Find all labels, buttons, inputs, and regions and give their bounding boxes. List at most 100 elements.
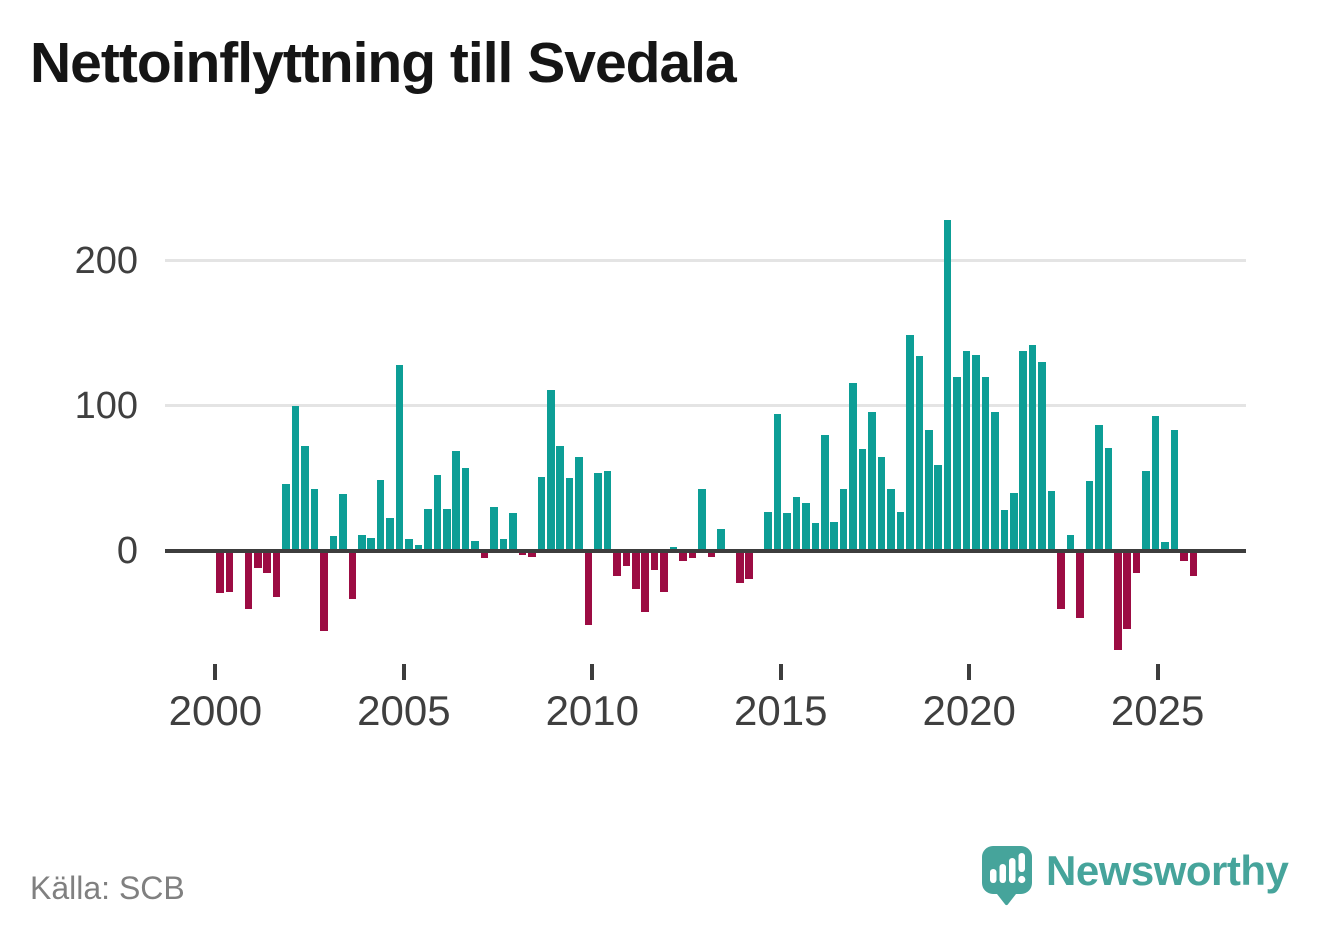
- bar-2025-Q1: [1161, 542, 1169, 551]
- x-tick-2020: [967, 664, 972, 680]
- bar-2019-Q4: [962, 350, 971, 551]
- icon-bar-3: [1009, 858, 1016, 883]
- bar-2017-Q2: [868, 411, 876, 551]
- bar-2004-Q3: [386, 517, 394, 551]
- bar-2018-Q1: [896, 511, 905, 551]
- bar-2009-Q4: [584, 551, 593, 626]
- bar-2006-Q1: [443, 508, 451, 551]
- bar-2003-Q3: [348, 551, 357, 599]
- bar-2004-Q2: [376, 479, 385, 551]
- bar-2015-Q3: [802, 503, 810, 551]
- bar-2006-Q4: [471, 540, 479, 551]
- newsworthy-logo: Newsworthy: [981, 845, 1289, 907]
- bar-2023-Q2: [1095, 424, 1103, 551]
- bar-2021-Q3: [1028, 344, 1037, 551]
- bar-2007-Q4: [509, 513, 517, 551]
- source-label: Källa: SCB: [30, 870, 185, 906]
- bar-2003-Q2: [339, 494, 347, 551]
- bar-2009-Q3: [575, 456, 583, 551]
- bar-2017-Q3: [877, 456, 886, 551]
- bar-2012-Q3: [688, 551, 697, 559]
- bar-2023-Q4: [1113, 551, 1122, 650]
- bar-2002-Q3: [310, 488, 319, 551]
- bar-2023-Q1: [1085, 481, 1094, 551]
- bar-2023-Q3: [1104, 447, 1113, 551]
- newsworthy-wordmark: Newsworthy: [1046, 847, 1289, 894]
- bar-2018-Q3: [915, 356, 924, 551]
- bar-2024-Q1: [1123, 551, 1131, 630]
- bar-2008-Q1: [518, 551, 527, 556]
- bar-2000-Q2: [225, 551, 234, 592]
- bar-2005-Q3: [424, 508, 432, 551]
- y-axis-label-0: 0: [116, 530, 138, 572]
- bar-2020-Q4: [1000, 510, 1009, 551]
- y-axis-label-200: 200: [74, 239, 138, 282]
- bar-2020-Q3: [991, 411, 999, 551]
- bar-2002-Q2: [301, 446, 309, 551]
- bar-2001-Q2: [263, 551, 272, 573]
- x-axis-label-2025: 2025: [1110, 687, 1205, 734]
- bar-2007-Q2: [490, 507, 498, 551]
- x-tick-2005: [401, 664, 406, 680]
- bar-2014-Q4: [773, 414, 782, 551]
- bar-2025-Q4: [1189, 551, 1198, 576]
- bar-2021-Q4: [1038, 362, 1046, 551]
- bar-2024-Q4: [1151, 415, 1160, 551]
- bar-2003-Q1: [329, 536, 338, 551]
- bar-2002-Q1: [291, 405, 300, 551]
- bar-2016-Q2: [830, 521, 839, 551]
- bar-2006-Q3: [461, 468, 470, 551]
- icon-bar-2: [999, 864, 1006, 883]
- bar-2024-Q3: [1142, 471, 1150, 551]
- bar-2022-Q1: [1047, 491, 1056, 551]
- bar-2007-Q3: [499, 539, 508, 551]
- bar-2016-Q3: [839, 488, 848, 551]
- bar-2021-Q1: [1010, 492, 1018, 551]
- icon-exclamation-dot: [1018, 875, 1026, 884]
- x-axis-label-2010: 2010: [545, 687, 640, 734]
- bar-2024-Q2: [1132, 551, 1141, 573]
- bar-2015-Q4: [811, 523, 820, 551]
- x-axis-line: [165, 549, 1246, 553]
- bar-2012-Q2: [679, 551, 687, 562]
- bar-2013-Q2: [717, 529, 725, 551]
- bar-2014-Q3: [764, 511, 772, 551]
- gridline-200: [165, 259, 1246, 263]
- bar-2021-Q2: [1019, 350, 1028, 551]
- x-tick-2025: [1155, 664, 1160, 680]
- bar-2005-Q1: [405, 539, 413, 551]
- bar-2009-Q2: [565, 478, 574, 551]
- bar-2002-Q4: [320, 551, 328, 631]
- x-axis-label-2005: 2005: [357, 687, 451, 734]
- bar-2009-Q1: [556, 446, 564, 551]
- y-axis-label-100: 100: [74, 384, 138, 427]
- bar-2010-Q4: [622, 551, 631, 566]
- x-axis-label-2000: 2000: [168, 687, 263, 734]
- bar-2000-Q4: [244, 551, 253, 610]
- bar-2005-Q2: [414, 545, 423, 551]
- bar-2016-Q4: [849, 382, 857, 551]
- bar-2025-Q2: [1170, 430, 1179, 551]
- bar-2000-Q1: [216, 551, 224, 594]
- bar-2003-Q4: [357, 535, 366, 551]
- bar-2011-Q4: [660, 551, 668, 592]
- bar-2008-Q3: [537, 476, 546, 551]
- bar-2011-Q3: [650, 551, 659, 570]
- bar-2019-Q2: [943, 219, 952, 551]
- bar-2010-Q1: [594, 472, 602, 551]
- gridline-100: [165, 404, 1246, 408]
- bar-2020-Q1: [972, 354, 980, 551]
- bar-2005-Q4: [433, 475, 442, 551]
- icon-exclamation-bar: [1018, 853, 1025, 872]
- x-tick-2015: [778, 664, 783, 680]
- x-axis-label-2020: 2020: [922, 687, 1016, 734]
- bar-2020-Q2: [981, 376, 990, 551]
- bar-2018-Q4: [924, 430, 933, 551]
- icon-bar-1: [990, 869, 997, 883]
- bar-2006-Q2: [452, 450, 461, 551]
- bar-2018-Q2: [906, 334, 914, 551]
- bar-2022-Q2: [1057, 551, 1065, 610]
- x-tick-2000: [213, 664, 218, 680]
- bar-2014-Q1: [745, 551, 753, 579]
